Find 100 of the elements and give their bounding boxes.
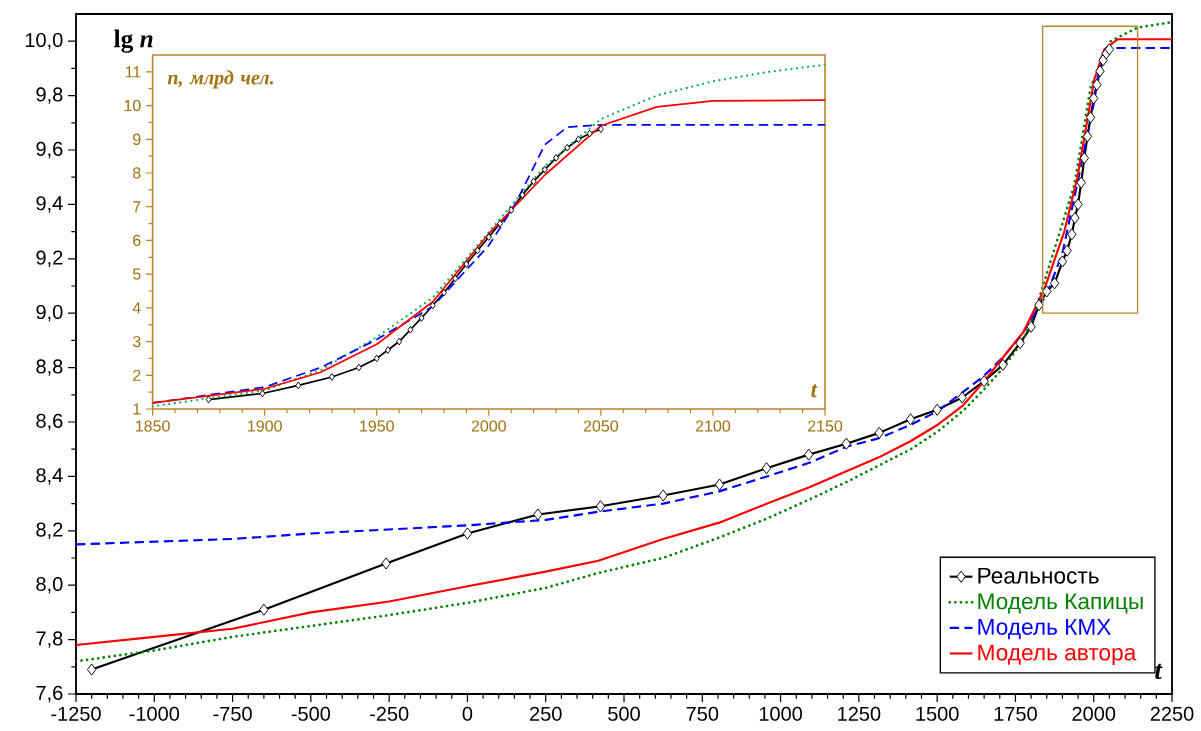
point <box>1082 130 1093 143</box>
y-tick-label: 9,6 <box>36 141 63 159</box>
y-tick-label: 10,0 <box>25 32 63 50</box>
point <box>533 508 543 521</box>
y-tick-label: 4 <box>132 302 141 314</box>
x-tick-label: 2250 <box>1150 706 1194 721</box>
point <box>1057 255 1068 268</box>
y-tick-label: 7 <box>133 201 141 213</box>
y-tick-label: 9,8 <box>36 87 63 104</box>
point <box>658 489 668 502</box>
point <box>497 219 504 228</box>
point <box>418 314 425 322</box>
point <box>485 233 492 241</box>
point <box>1070 211 1080 225</box>
point <box>595 500 606 513</box>
x-tick-label: 2050 <box>583 420 619 432</box>
point <box>874 426 884 439</box>
x-tick-label: 500 <box>608 706 640 721</box>
legend-label: Модель Капицы <box>978 593 1143 614</box>
legend-label: Реальность <box>978 567 1099 584</box>
x-tick-label: 1900 <box>248 420 282 432</box>
point <box>553 153 560 162</box>
point <box>804 448 814 461</box>
y-tick-label: 8 <box>133 167 141 179</box>
y-tick-label: 10 <box>124 99 141 112</box>
y-tick-label: 9,4 <box>36 196 63 213</box>
legend-label: Модель автора <box>978 644 1137 665</box>
point <box>564 143 571 152</box>
point <box>440 288 447 297</box>
point <box>586 129 593 138</box>
point <box>384 346 391 354</box>
point <box>328 373 335 381</box>
point <box>957 391 967 404</box>
x-tick-label: 1950 <box>360 420 394 432</box>
x-tick-label: 1500 <box>916 706 959 721</box>
x-tick-label: 1000 <box>759 706 803 721</box>
y-tick-label: 3 <box>132 335 141 348</box>
point <box>1034 298 1044 312</box>
x-tick-label: -1250 <box>51 706 101 721</box>
y-tick-label: 9 <box>133 133 141 145</box>
y-tick-label: 8,2 <box>36 522 63 540</box>
point <box>841 437 852 450</box>
point <box>1073 198 1083 211</box>
y-tick-label: 9,0 <box>36 304 63 322</box>
point <box>205 395 212 404</box>
y-axis-title: lg n <box>114 29 153 53</box>
point <box>530 177 537 186</box>
x-tick-label: 1850 <box>136 420 170 432</box>
y-tick-label: 7,6 <box>36 685 63 703</box>
y-tick-label: 1 <box>133 403 141 415</box>
point <box>541 165 548 174</box>
point <box>452 274 459 283</box>
point <box>979 375 989 388</box>
y-tick-label: 11 <box>125 66 141 78</box>
point <box>373 354 380 363</box>
point <box>1092 78 1102 91</box>
point <box>1079 152 1089 165</box>
point <box>761 462 772 475</box>
x-tick-label: -750 <box>213 706 252 721</box>
point <box>508 206 515 214</box>
point <box>1042 285 1052 298</box>
point <box>597 125 604 133</box>
point <box>86 663 97 676</box>
y-tick-label: 8,8 <box>36 359 63 376</box>
point <box>1049 277 1060 290</box>
point <box>1062 244 1072 257</box>
point <box>259 603 269 616</box>
x-tick-label: 2150 <box>808 420 843 432</box>
x-tick-label: -1000 <box>129 706 180 721</box>
x-tick-label: 750 <box>686 706 719 721</box>
y-tick-label: 5 <box>132 268 141 280</box>
x-tick-label: 2000 <box>471 420 506 432</box>
point <box>1104 43 1115 56</box>
point <box>998 358 1008 371</box>
y-tick-label: 2 <box>133 369 141 381</box>
x-tick-label: -500 <box>291 706 331 721</box>
point <box>474 246 481 255</box>
point <box>407 325 414 334</box>
point <box>714 478 725 491</box>
point <box>259 389 266 398</box>
point <box>396 337 403 346</box>
point <box>295 381 302 390</box>
point <box>932 403 942 416</box>
y-tick-label: 7,8 <box>36 631 63 648</box>
point <box>575 135 582 144</box>
x-tick-label: 2100 <box>695 420 731 432</box>
x-tick-label: 0 <box>462 706 473 721</box>
x-tick-label: 1750 <box>994 706 1037 721</box>
y-tick-label: 8,0 <box>36 576 63 594</box>
point <box>1067 228 1077 241</box>
point <box>1015 337 1025 350</box>
y-tick-label: 8,6 <box>36 413 63 431</box>
point <box>1085 111 1096 124</box>
y-tick-label: 6 <box>133 234 141 247</box>
point <box>519 191 526 199</box>
x-tick-label: 250 <box>530 706 562 721</box>
y-axis-title: n, млрд чел. <box>167 70 274 89</box>
point <box>1095 65 1105 78</box>
x-tick-label: 1250 <box>838 706 881 721</box>
point <box>1026 320 1036 333</box>
